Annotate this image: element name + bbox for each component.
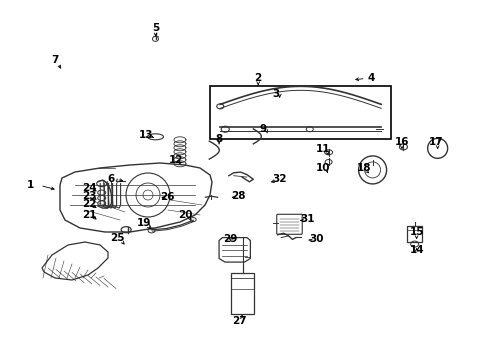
Text: 25: 25 [110, 233, 124, 243]
Text: 20: 20 [178, 210, 193, 220]
Text: 4: 4 [367, 73, 375, 84]
Text: 17: 17 [428, 137, 443, 147]
Text: 8: 8 [215, 134, 222, 144]
Bar [406, 226, 422, 242]
Text: 19: 19 [137, 218, 151, 228]
Text: 1: 1 [27, 180, 34, 190]
Text: 10: 10 [315, 163, 329, 174]
Text: 3: 3 [272, 89, 279, 99]
Text: 26: 26 [160, 192, 174, 202]
Text: 16: 16 [394, 137, 408, 147]
Text: 7: 7 [51, 55, 59, 66]
Text: 18: 18 [356, 163, 371, 174]
Text: 6: 6 [108, 174, 115, 184]
Text: 15: 15 [408, 227, 423, 237]
Text: 14: 14 [408, 245, 423, 255]
Text: 23: 23 [81, 191, 96, 201]
Text: 30: 30 [309, 234, 324, 244]
Text: 24: 24 [81, 183, 96, 193]
Text: 5: 5 [152, 23, 159, 33]
Text: 31: 31 [299, 214, 314, 224]
Text: 21: 21 [81, 210, 96, 220]
Text: 2: 2 [254, 73, 261, 84]
Text: 32: 32 [272, 174, 286, 184]
Text: 28: 28 [231, 191, 245, 201]
Text: 27: 27 [232, 316, 246, 326]
Text: 12: 12 [168, 155, 183, 165]
Bar [210, 86, 390, 139]
Text: 29: 29 [223, 234, 238, 244]
Text: 22: 22 [81, 199, 96, 210]
Text: 13: 13 [138, 130, 153, 140]
Bar [230, 273, 254, 314]
Text: 11: 11 [315, 144, 329, 154]
Text: 9: 9 [259, 124, 266, 134]
